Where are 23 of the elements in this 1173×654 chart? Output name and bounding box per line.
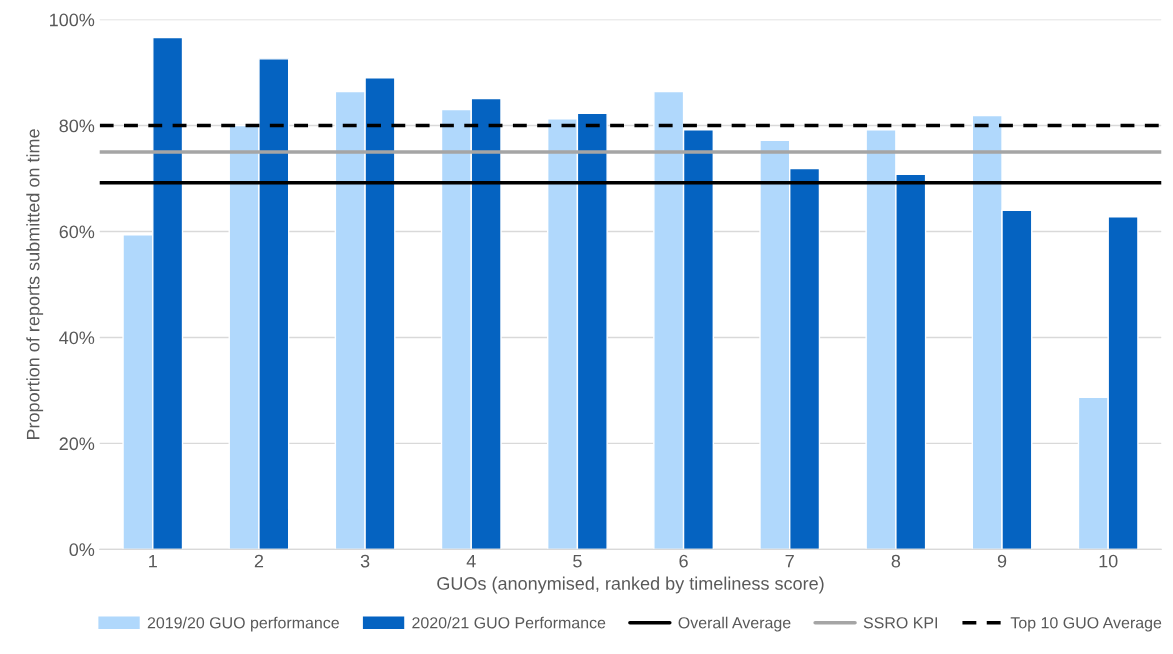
y-tick-label: 0%	[69, 543, 95, 557]
legend-label: 2020/21 GUO Performance	[412, 616, 606, 629]
legend-label: 2019/20 GUO performance	[147, 616, 339, 632]
x-axis-title: GUOs (anonymised, ranked by timeliness score)	[437, 576, 824, 594]
y-tick-label: 40%	[59, 331, 95, 345]
x-tick-label: 9	[997, 554, 1007, 568]
x-tick-label: 10	[1099, 554, 1118, 568]
x-tick-label: 3	[360, 554, 370, 568]
x-tick-label: 2	[254, 554, 264, 568]
x-tick-label: 4	[466, 554, 476, 568]
x-tick-label: 7	[785, 554, 794, 568]
y-tick-label: 20%	[59, 437, 95, 451]
legend-label: Overall Average	[678, 616, 791, 632]
x-tick-label: 1	[149, 554, 157, 568]
x-tick-label: 8	[891, 554, 901, 568]
y-tick-label: 80%	[59, 119, 95, 133]
legend-label: Top 10 GUO Average	[1010, 617, 1162, 632]
x-tick-label: 6	[679, 554, 688, 568]
y-tick-label: 60%	[59, 225, 95, 239]
legend-label: SSRO KPI	[863, 617, 938, 629]
x-tick-label: 5	[573, 554, 582, 568]
y-axis-title: Proportion of reports submitted on time	[26, 129, 44, 440]
y-tick-label: 100%	[50, 13, 95, 27]
